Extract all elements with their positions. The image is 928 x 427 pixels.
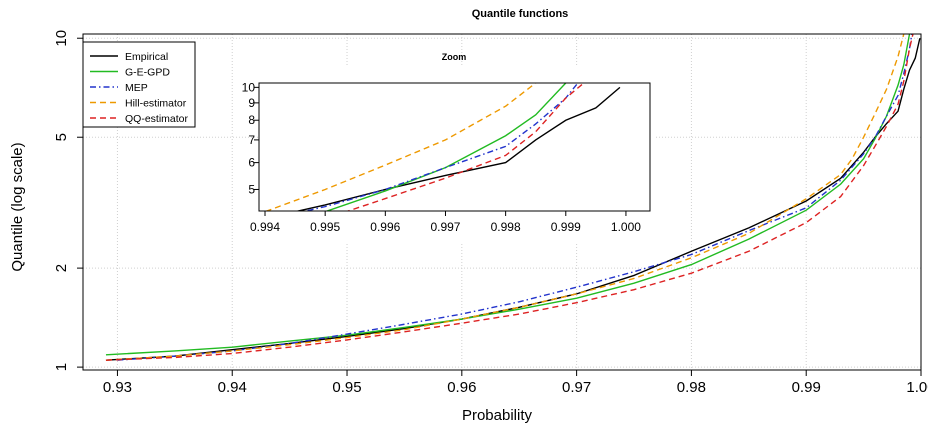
x-tick-label: 0.98 (677, 379, 706, 396)
inset-y-axis: 5 6 7 8 9 10 (242, 80, 259, 196)
inset-y-tick-label: 9 (248, 96, 255, 110)
series-line-mep (117, 34, 913, 361)
zoom-inset: Zoom 0.994 0.995 0.996 0.997 0.998 0.999 1.000… (242, 52, 655, 242)
y-tick-label: 5 (53, 133, 70, 141)
inset-line-qq-estimator (345, 83, 585, 211)
legend-label: G-E-GPD (125, 67, 170, 79)
inset-y-tick-label: 10 (242, 80, 256, 94)
y-tick-label: 2 (53, 264, 70, 272)
inset-y-tick-label: 8 (248, 113, 255, 127)
inset-y-tick-label: 7 (248, 133, 255, 147)
x-tick-label: 0.94 (218, 379, 247, 396)
series-line-empirical (105, 38, 921, 361)
inset-background (259, 67, 655, 242)
legend-label: QQ-estimator (125, 113, 189, 125)
y-axis-label: Quantile (log scale) (9, 142, 26, 271)
inset-x-tick-label: 0.996 (370, 220, 400, 234)
inset-line-g-e-gpd (324, 83, 567, 211)
x-axis-label: Probability (462, 407, 533, 424)
inset-x-tick-label: 0.999 (551, 220, 581, 234)
series-line-hill-estimator (105, 34, 905, 361)
series-line-qq-estimator (105, 34, 914, 361)
legend: Empirical G-E-GPD MEP Hill-estimator QQ-esti… (82, 41, 196, 128)
x-axis: 0.93 0.94 0.95 0.96 0.97 0.98 0.99 1.00 (103, 370, 928, 396)
x-tick-label: 0.93 (103, 379, 132, 396)
inset-y-tick-label: 6 (248, 156, 255, 170)
chart-title: Quantile functions (472, 8, 569, 20)
inset-series-lines (264, 83, 621, 211)
inset-x-tick-label: 1.000 (611, 220, 641, 234)
x-tick-label: 0.97 (562, 379, 591, 396)
inset-x-tick-label: 0.998 (491, 220, 521, 234)
legend-label: Empirical (125, 51, 168, 63)
x-tick-label: 0.96 (447, 379, 476, 396)
inset-x-axis: 0.994 0.995 0.996 0.997 0.998 0.999 1.000 (250, 211, 641, 234)
inset-x-tick-label: 0.994 (250, 220, 280, 234)
inset-x-tick-label: 0.995 (310, 220, 340, 234)
y-tick-label: 10 (53, 30, 70, 47)
x-tick-label: 0.95 (332, 379, 361, 396)
y-tick-label: 1 (53, 363, 70, 371)
inset-title: Zoom (442, 52, 467, 62)
x-tick-label: 0.99 (792, 379, 821, 396)
inset-frame (258, 82, 651, 212)
legend-label: Hill-estimator (125, 98, 187, 110)
x-tick-label: 1.00 (906, 379, 928, 396)
plot-frame (82, 33, 922, 371)
main-series-lines (105, 34, 921, 361)
inset-y-tick-label: 5 (248, 182, 255, 196)
inset-line-empirical (295, 86, 621, 211)
y-axis: 1 2 5 10 (53, 30, 83, 371)
inset-x-tick-label: 0.997 (430, 220, 460, 234)
legend-label: MEP (125, 82, 148, 94)
